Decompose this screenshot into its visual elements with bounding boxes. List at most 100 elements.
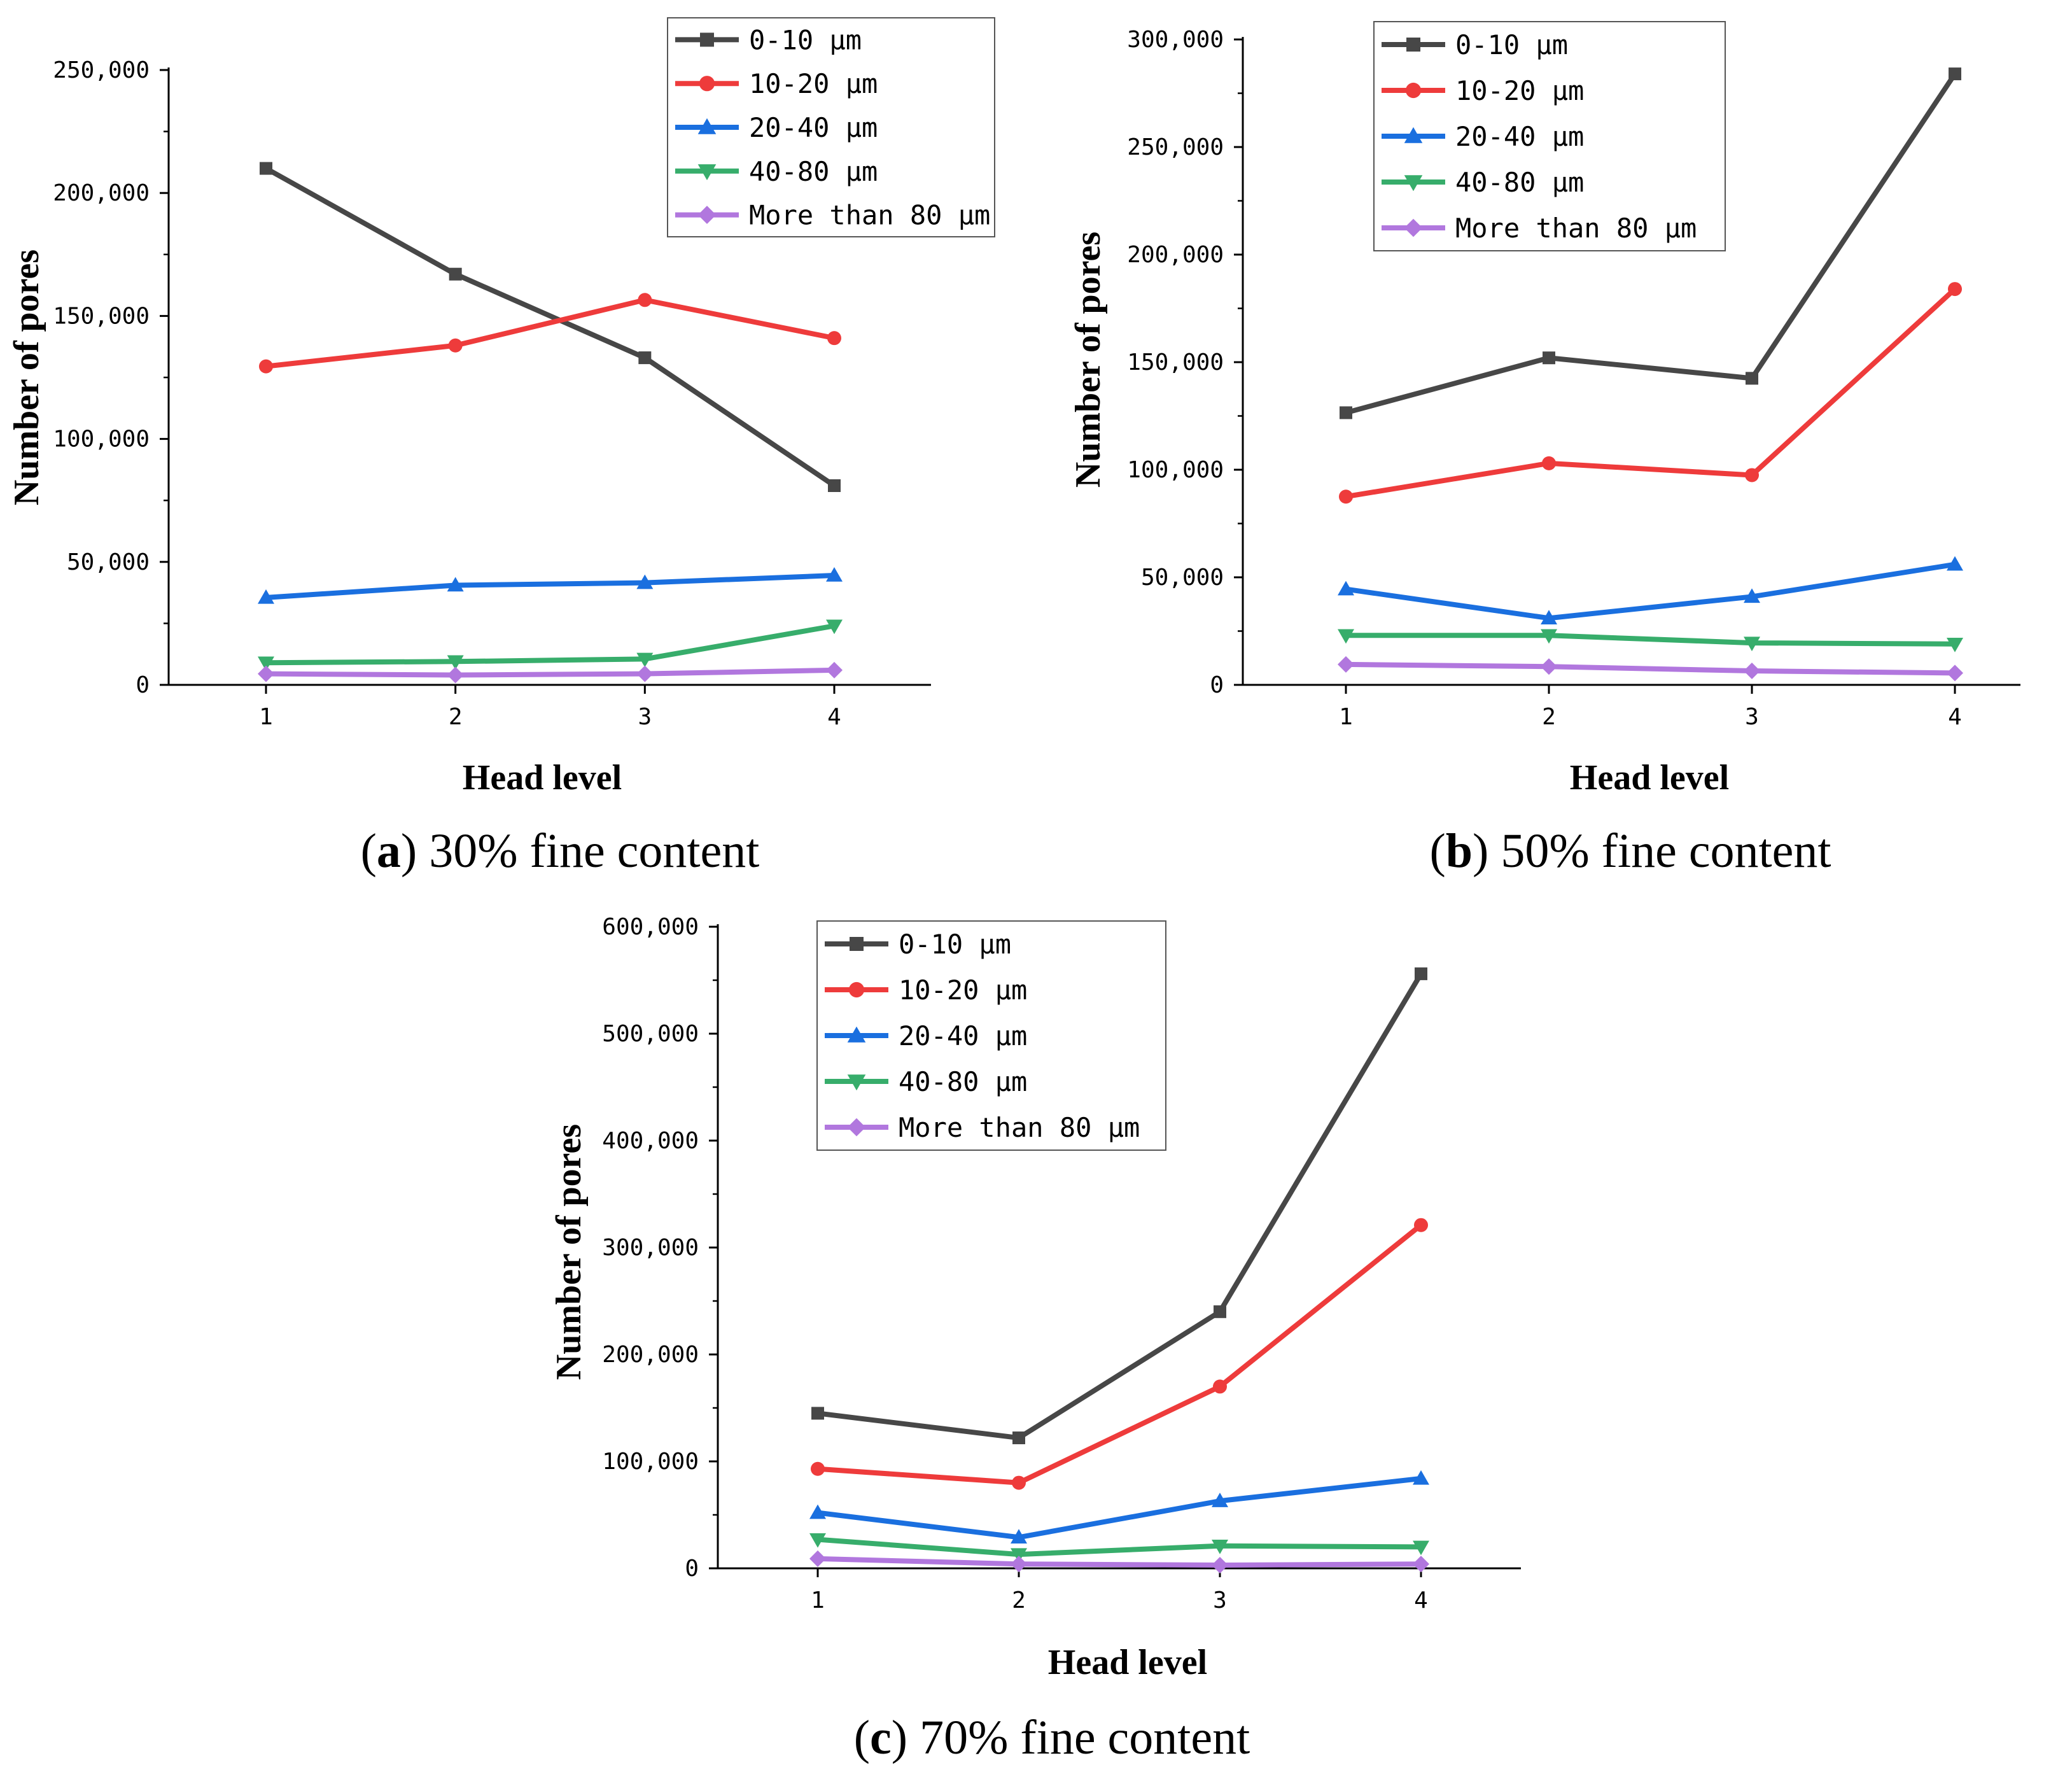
legend-label: 10-20 μm [749, 68, 878, 99]
y-tick-label: 250,000 [1127, 134, 1224, 160]
series-line-0 [817, 972, 1424, 1441]
data-point-marker [447, 666, 464, 684]
caption-paren-close: ) [1473, 824, 1488, 878]
chart-panel-c: 0 100,000 200,000 300,000 400,000 500,000 600,… [549, 914, 1521, 1764]
data-point-marker [1011, 1529, 1027, 1544]
data-point-marker [258, 589, 274, 604]
data-point-marker [1415, 967, 1427, 980]
data-point-marker [1413, 1470, 1429, 1485]
legend-label: 40-80 μm [749, 156, 878, 187]
data-point-marker [1947, 638, 1963, 652]
data-point-marker [811, 1407, 824, 1420]
y-tick-label: 300,000 [1127, 27, 1224, 53]
x-tick-label: 1 [1339, 704, 1353, 730]
legend-marker [847, 1026, 866, 1043]
legend-label: 20-40 μm [1455, 121, 1584, 152]
data-point-marker [1414, 1218, 1428, 1232]
y-tick-label: 150,000 [53, 303, 150, 329]
x-axis-title: Head level [463, 758, 622, 798]
legend-label: 40-80 μm [1455, 167, 1584, 198]
legend-marker [700, 32, 714, 47]
data-point-marker [1949, 67, 1961, 81]
x-tick-label: 2 [1012, 1587, 1026, 1614]
x-axis-title: Head level [1570, 758, 1729, 798]
series-line-3 [1346, 633, 1956, 647]
caption-letter: a [377, 824, 401, 878]
legend-marker [848, 981, 865, 998]
caption-letter: b [1446, 824, 1473, 878]
x-tick-label: 1 [259, 704, 273, 730]
caption-text: 50% fine content [1488, 824, 1831, 878]
y-tick-label: 300,000 [602, 1235, 699, 1261]
data-point-marker [1542, 456, 1556, 470]
data-point-marker [809, 1533, 826, 1548]
y-tick-label: 100,000 [53, 426, 150, 453]
legend-label: 10-20 μm [1455, 75, 1584, 106]
data-point-marker [828, 479, 841, 493]
data-point-marker [636, 574, 654, 589]
data-point-marker [1338, 629, 1354, 644]
legend-marker [847, 1074, 866, 1091]
legend-marker [697, 164, 717, 181]
data-point-marker [1339, 489, 1353, 504]
caption-text: 30% fine content [417, 824, 759, 878]
series-line-1 [1345, 287, 1957, 500]
data-point-marker [826, 567, 843, 582]
data-point-marker [1948, 282, 1962, 297]
caption-text: 70% fine content [907, 1711, 1250, 1764]
y-tick-label: 200,000 [1127, 242, 1224, 268]
x-tick-label: 3 [638, 704, 652, 730]
series-line-4 [1345, 661, 1956, 676]
series-line-2 [817, 1475, 1422, 1540]
legend-marker [847, 1118, 866, 1137]
series-line-4 [817, 1556, 1422, 1568]
legend-marker [697, 206, 717, 224]
y-axis-title: Number of pores [549, 1124, 589, 1380]
legend-label: 10-20 μm [899, 974, 1027, 1006]
data-point-marker [258, 656, 274, 672]
caption-paren-close: ) [401, 824, 417, 878]
data-point-marker [809, 1504, 826, 1519]
data-point-marker [1413, 1540, 1429, 1556]
caption-paren-open: ( [854, 1711, 870, 1764]
series-line-3 [265, 623, 835, 666]
series-line-2 [265, 573, 835, 600]
y-axis-title: Number of pores [1068, 232, 1108, 488]
data-point-marker [1744, 636, 1760, 652]
panel-caption: (b) 50% fine content [1429, 824, 1831, 878]
legend-marker [699, 76, 715, 92]
x-tick-label: 4 [827, 704, 841, 730]
legend-label: More than 80 μm [749, 200, 990, 231]
data-point-marker [636, 652, 654, 668]
caption-letter: c [870, 1711, 892, 1764]
legend-label: More than 80 μm [899, 1112, 1140, 1143]
y-tick-label: 200,000 [53, 180, 150, 206]
y-tick-label: 100,000 [1127, 457, 1224, 483]
caption-paren-close: ) [892, 1711, 907, 1764]
data-point-marker [1541, 658, 1557, 675]
data-point-marker [1011, 1556, 1027, 1573]
legend-marker [1404, 127, 1423, 143]
legend-label: More than 80 μm [1455, 213, 1697, 244]
y-tick-label: 250,000 [53, 57, 150, 83]
y-tick-label: 200,000 [602, 1342, 699, 1368]
chart-panel-a: 0 50,000 100,000 150,000 200,000 250,000 1 2 3 4 H… [7, 17, 995, 878]
y-tick-label: 0 [1210, 672, 1224, 698]
chart-panel-b: 0 50,000 100,000 150,000 200,000 250,000 300,0… [1068, 21, 2020, 878]
x-axis-title: Head level [1048, 1643, 1207, 1682]
legend-marker [1404, 175, 1423, 192]
y-axis-title: Number of pores [7, 250, 46, 505]
y-tick-label: 500,000 [602, 1021, 699, 1047]
data-point-marker [1212, 1493, 1228, 1507]
data-point-marker [1212, 1556, 1228, 1573]
data-point-marker [1012, 1475, 1026, 1490]
data-point-marker [447, 655, 464, 670]
series-line-1 [817, 1223, 1423, 1486]
y-tick-label: 400,000 [602, 1128, 699, 1154]
data-point-marker [638, 351, 652, 365]
y-tick-label: 50,000 [67, 549, 150, 575]
data-point-marker [1012, 1431, 1025, 1445]
data-point-marker [1744, 663, 1760, 680]
legend-marker [1404, 218, 1423, 237]
